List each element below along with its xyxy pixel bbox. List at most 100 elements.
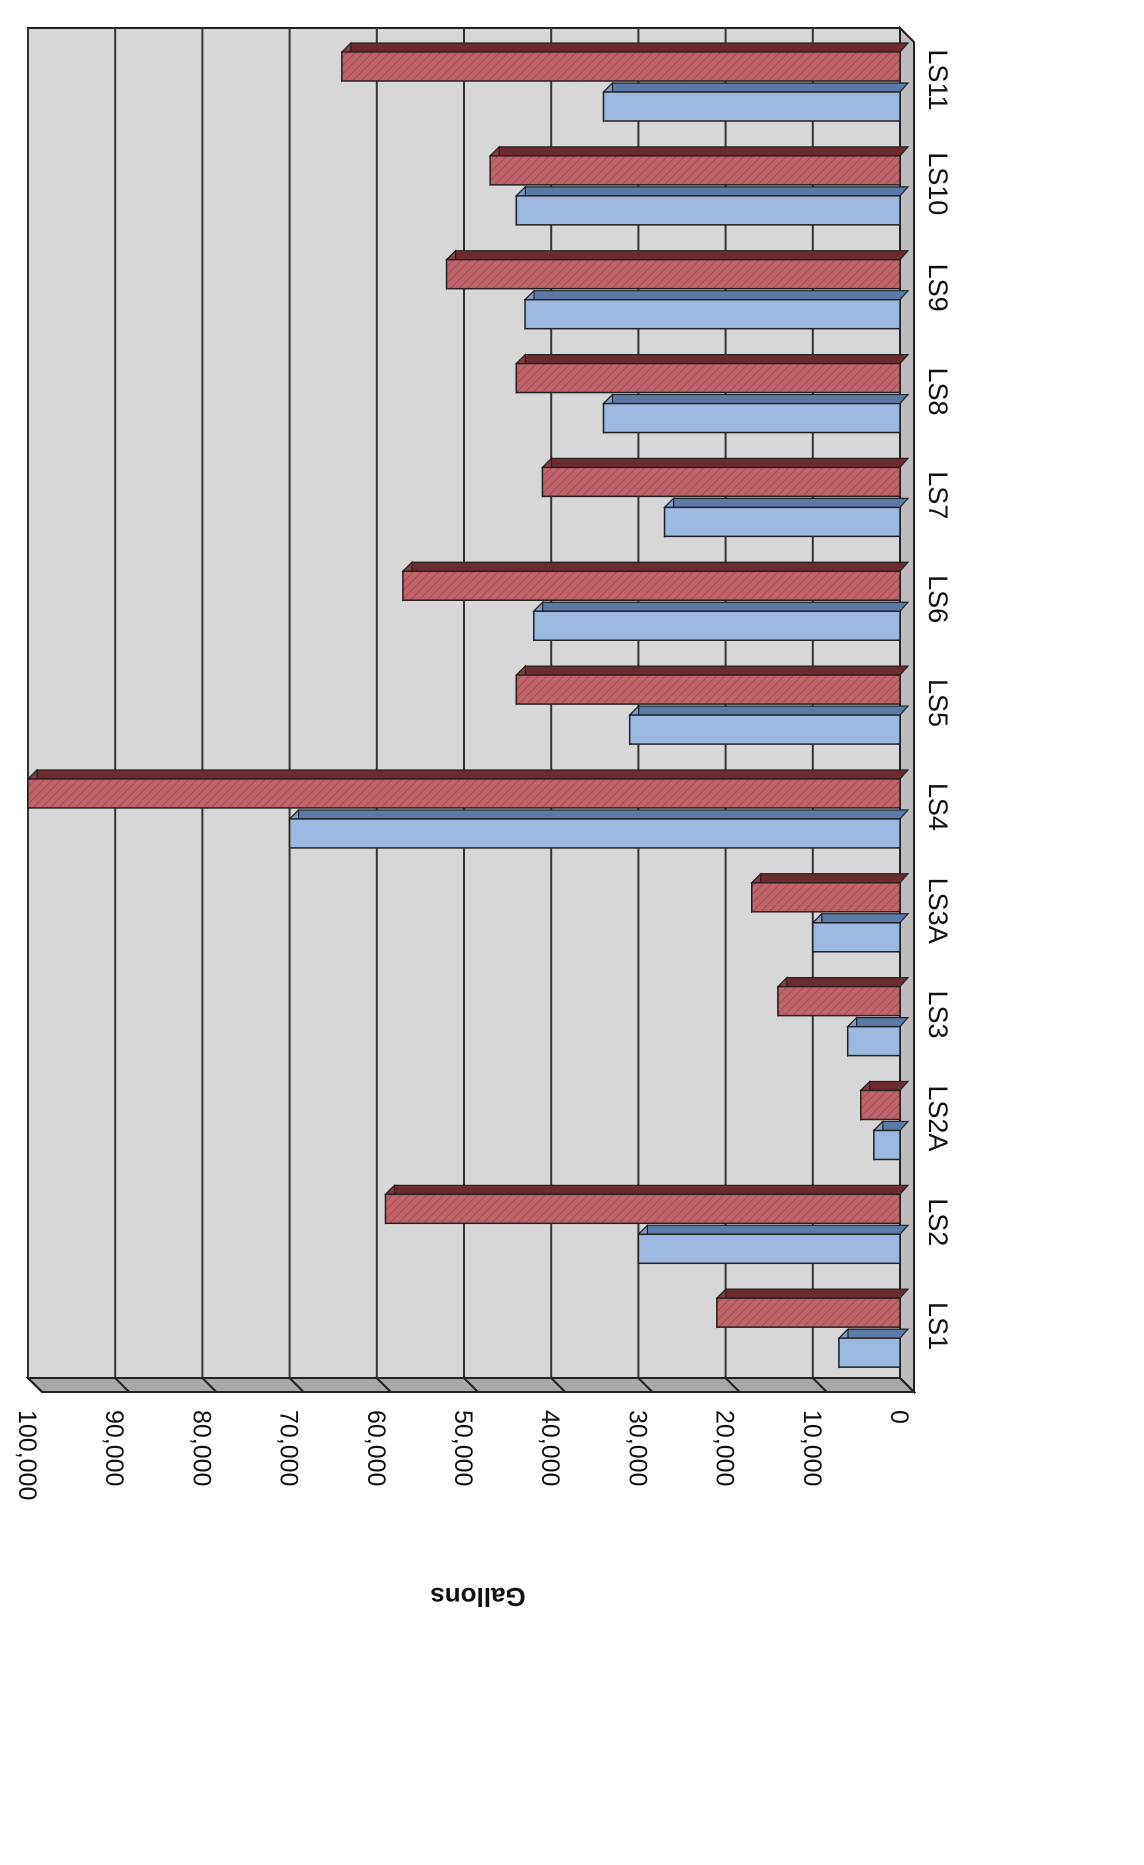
tick-label: 0: [885, 1410, 913, 1424]
category-label: LS3: [923, 991, 953, 1039]
floor-tick: [201, 1377, 218, 1393]
bar-front-face: [602, 402, 901, 434]
bar-front-face: [533, 610, 901, 641]
bar-front-face: [663, 506, 901, 538]
bar-top-face: [384, 1184, 910, 1195]
bar-top-face: [750, 873, 910, 884]
bar-LS2A-series-1: [872, 1120, 910, 1161]
bar-top-face: [514, 665, 910, 676]
bar-top-face: [288, 809, 910, 820]
bar-front-face: [515, 674, 901, 705]
bar-LS8-series-2: [514, 353, 910, 394]
bar-top-face: [602, 393, 910, 405]
bar-front-face: [515, 362, 901, 394]
bar-LS9-series-2: [445, 249, 910, 291]
bar-front-face: [846, 1025, 901, 1057]
floor-tick: [724, 1377, 741, 1393]
category-label: LS8: [923, 367, 953, 415]
bar-top-face: [401, 561, 910, 572]
category-label: LS2A: [923, 1085, 953, 1151]
bars: [26, 41, 910, 1369]
tick-label: 10,000: [798, 1410, 826, 1486]
bar-top-face: [445, 250, 910, 261]
bar-front-face: [541, 466, 901, 498]
category-label: LS9: [923, 264, 953, 312]
bar-top-face: [514, 353, 910, 365]
bar-LS6-series-2: [401, 560, 910, 602]
bar-top-face: [715, 1288, 910, 1299]
bar-LS1-series-2: [715, 1287, 910, 1329]
tick-label: 20,000: [711, 1410, 739, 1486]
bar-front-face: [751, 882, 901, 913]
bar-top-face: [602, 82, 910, 93]
bar-LS11-series-2: [340, 41, 910, 83]
bar-front-face: [812, 922, 901, 953]
floor-tick: [27, 1377, 43, 1393]
tick-label: 40,000: [536, 1410, 564, 1486]
bar-top-face: [811, 913, 910, 924]
tick-label: 90,000: [100, 1410, 128, 1486]
bar-front-face: [445, 258, 901, 290]
bar-LS2A-series-2: [859, 1080, 910, 1121]
bar-LS10-series-2: [488, 145, 910, 187]
value-axis-title: Gallons: [430, 1582, 525, 1612]
category-labels: LS1 LS2 LS2A LS3 LS3A LS4 LS5 LS6 LS7 LS8 LS9 LS10 L…: [923, 49, 953, 1350]
bar-front-face: [716, 1297, 901, 1328]
bar-LS3A-series-1: [811, 912, 910, 954]
bar-top-face: [628, 705, 910, 716]
bar-LS6-series-1: [532, 600, 910, 642]
bar-top-face: [663, 497, 910, 508]
bar-front-face: [515, 195, 901, 226]
bar-LS9-series-1: [523, 289, 910, 331]
bar-top-face: [514, 186, 910, 197]
category-label: LS4: [923, 783, 953, 831]
bar-LS5-series-1: [628, 704, 910, 746]
floor-tick: [376, 1377, 392, 1393]
bar-LS5-series-2: [514, 664, 910, 706]
bar-front-face: [838, 1337, 901, 1368]
bar-LS7-series-2: [541, 456, 910, 498]
bar-LS3A-series-2: [750, 872, 910, 914]
floor-tick: [637, 1377, 654, 1393]
category-label: LS7: [923, 471, 953, 519]
bar-top-face: [523, 290, 910, 301]
bar-LS2-series-1: [636, 1223, 910, 1265]
bar-LS7-series-1: [663, 496, 910, 538]
bar-front-face: [288, 818, 901, 849]
bar-LS1-series-1: [837, 1327, 910, 1369]
bar-front-face: [637, 1233, 901, 1265]
floor-tick: [288, 1377, 305, 1393]
bar-front-face: [524, 298, 901, 330]
bar-top-face: [837, 1328, 910, 1339]
tick-label: 30,000: [623, 1410, 651, 1486]
category-label: LS1: [923, 1302, 953, 1350]
category-label: LS2: [923, 1198, 953, 1246]
tick-label: 100,000: [13, 1410, 41, 1500]
bar-top-face: [776, 977, 910, 988]
bar-front-face: [777, 985, 901, 1017]
bar-LS10-series-1: [514, 185, 910, 227]
bar-LS3-series-2: [776, 976, 910, 1018]
tick-label: 80,000: [187, 1410, 215, 1486]
bar-front-face: [384, 1193, 901, 1225]
tick-label: 60,000: [362, 1410, 390, 1486]
category-label: LS6: [923, 575, 953, 623]
bar-LS4-series-1: [288, 808, 910, 850]
category-label: LS11: [923, 49, 953, 110]
bar-LS11-series-1: [602, 81, 910, 123]
bar-front-face: [860, 1089, 901, 1121]
bar-top-face: [541, 457, 910, 468]
floor-tick: [812, 1377, 828, 1393]
bar-LS8-series-1: [602, 393, 910, 434]
tick-label: 50,000: [449, 1410, 477, 1486]
bar-front-face: [341, 51, 901, 82]
value-tick-labels: 0 10,000 20,000 30,000 40,000 50,000 60,000 70,…: [13, 1410, 913, 1500]
bar-top-face: [340, 42, 910, 53]
bar-top-face: [532, 601, 910, 612]
floor-tick: [550, 1377, 566, 1393]
category-label: LS5: [923, 679, 953, 727]
floor-tick: [114, 1377, 130, 1393]
floor-tick: [899, 1377, 915, 1393]
bar-LS2-series-2: [384, 1183, 910, 1225]
